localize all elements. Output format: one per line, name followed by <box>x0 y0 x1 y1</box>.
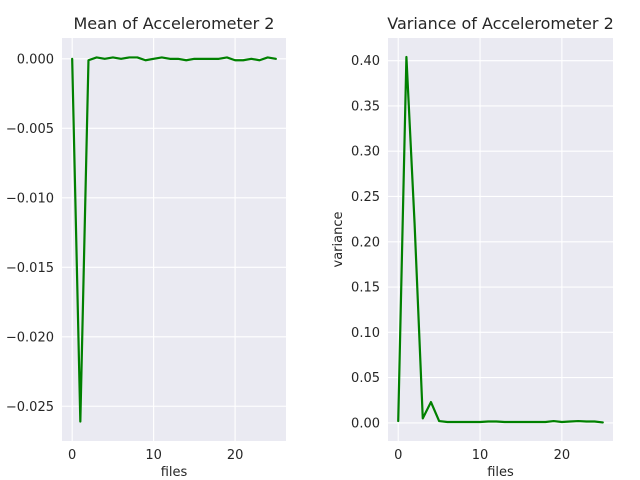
mean-chart-y-tick-label: 0.000 <box>17 52 54 67</box>
mean-chart-title: Mean of Accelerometer 2 <box>74 14 275 33</box>
variance-chart-y-axis-label: variance <box>331 212 346 268</box>
mean-chart-plot-area <box>62 38 286 441</box>
variance-chart-y-tick-label: 0.30 <box>351 145 380 160</box>
variance-chart-y-tick-label: 0.40 <box>351 54 380 69</box>
variance-chart-y-tick-label: 0.35 <box>351 99 380 114</box>
variance-chart-y-tick-label: 0.20 <box>351 235 380 250</box>
variance-chart-x-tick-label: 0 <box>394 448 402 463</box>
mean-chart-x-tick-label: 20 <box>227 448 244 463</box>
variance-chart-y-tick-label: 0.10 <box>351 326 380 341</box>
mean-chart: 0 10 20 0.000 −0.005 −0.010 −0.015 −0.020 −0.025… <box>6 14 286 480</box>
variance-chart-x-axis-label: files <box>487 465 514 480</box>
variance-chart-y-tick-label: 0.25 <box>351 190 380 205</box>
variance-chart-y-tick-label: 0.05 <box>351 371 380 386</box>
variance-chart-title: Variance of Accelerometer 2 <box>387 14 614 33</box>
mean-chart-y-tick-label: −0.020 <box>6 330 54 345</box>
variance-chart-y-tick-label: 0.00 <box>351 416 380 431</box>
variance-chart-x-tick-label: 20 <box>554 448 571 463</box>
mean-chart-x-axis-label: files <box>161 465 188 480</box>
variance-chart-x-tick-label: 10 <box>472 448 489 463</box>
mean-chart-y-tick-label: −0.015 <box>6 261 54 276</box>
mean-chart-y-tick-label: −0.025 <box>6 400 54 415</box>
mean-chart-y-tick-label: −0.010 <box>6 191 54 206</box>
mean-chart-x-tick-label: 0 <box>68 448 76 463</box>
mean-chart-x-tick-label: 10 <box>145 448 162 463</box>
mean-chart-y-tick-label: −0.005 <box>6 122 54 137</box>
variance-chart: 0 10 20 0.00 0.05 0.10 0.15 0.20 0.25 0.30 0.35 0.4… <box>331 14 614 480</box>
variance-chart-y-tick-label: 0.15 <box>351 281 380 296</box>
